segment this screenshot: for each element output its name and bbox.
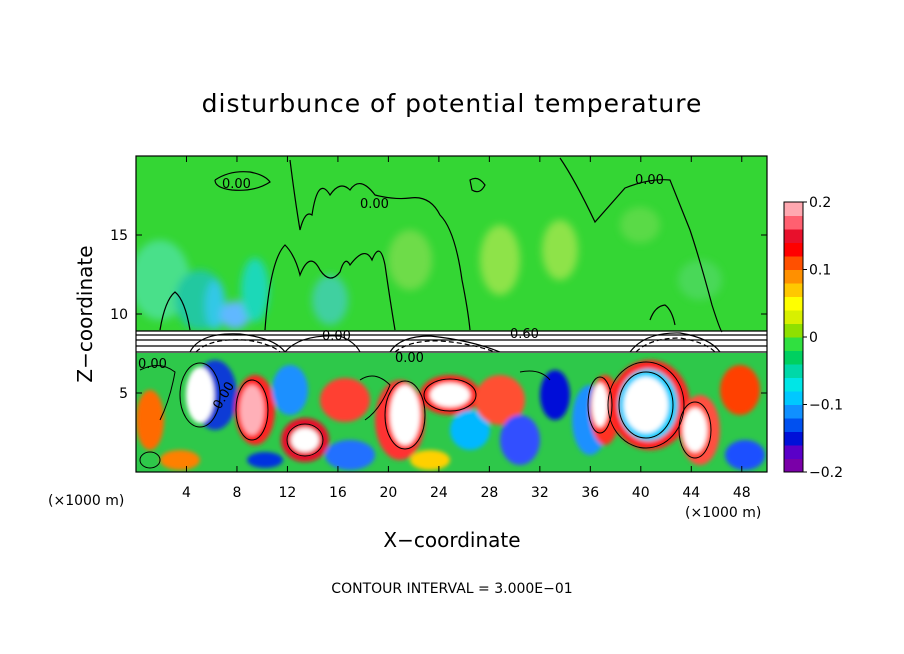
colorbar-tick-label: −0.2 (809, 465, 843, 481)
lower-contours (139, 361, 712, 469)
contour-label: 0.00 (322, 329, 351, 344)
x-tick-label: 36 (581, 485, 599, 501)
colorbar-swatch (784, 350, 803, 365)
colorbar-swatch (784, 391, 803, 405)
x-tick-label: 44 (682, 485, 700, 501)
colorbar-swatch (784, 256, 803, 270)
colorbar-swatch (784, 215, 803, 230)
x-tick-label: 24 (430, 485, 448, 501)
upper-contours (159, 157, 723, 333)
colorbar-swatch (784, 229, 803, 243)
colorbar-swatch (784, 364, 803, 378)
colorbar-swatch (784, 418, 803, 432)
chart-title: disturbunce of potential temperature (202, 89, 703, 118)
colorbar-tick-label: 0.1 (809, 263, 831, 279)
upper-blobs (136, 207, 722, 330)
x-tick-label: 4 (182, 485, 191, 501)
contour-label: 0.00 (222, 177, 251, 192)
contour-label: 0.60 (510, 327, 539, 342)
y-tick-label: 15 (110, 228, 128, 244)
lower-blobs (136, 360, 765, 470)
colorbar-frame (783, 201, 804, 473)
colorbar-swatch (784, 242, 803, 257)
x-tick-label: 28 (480, 485, 498, 501)
colorbar-swatch (784, 377, 803, 392)
colorbar-swatch (784, 310, 803, 324)
plot-area: 0.00 0.00 0.00 0.60 0.00 0.00 0.00 0.00 (136, 156, 767, 472)
contour-label: 0.00 (395, 351, 424, 366)
contour-label: 0.00 (360, 197, 389, 212)
colorbar-swatch (784, 458, 803, 473)
x-unit-right: (×1000 m) (685, 505, 761, 521)
contour-labels: 0.00 0.00 0.00 0.60 0.00 0.00 0.00 0.00 (138, 173, 664, 412)
contour-label: 0.00 (635, 173, 664, 188)
y-axis: 5 10 15 (110, 228, 767, 402)
x-unit-left: (×1000 m) (48, 493, 124, 509)
colorbar-tick-label: 0 (809, 330, 818, 346)
x-axis-label: X−coordinate (383, 528, 520, 552)
x-tick-label: 20 (379, 485, 397, 501)
colorbar-swatch (784, 337, 803, 351)
colorbar-swatch (784, 296, 803, 311)
y-tick-label: 10 (110, 307, 128, 323)
y-tick-label: 5 (119, 386, 128, 402)
boundary-lines (136, 330, 767, 353)
colorbar-swatch (784, 445, 803, 459)
colorbar-swatch (784, 323, 803, 338)
x-tick-label: 48 (733, 485, 751, 501)
x-tick-label: 16 (329, 485, 347, 501)
x-tick-label: 8 (232, 485, 241, 501)
contour-label: 0.00 (138, 357, 167, 372)
x-axis: 4 8 12 16 20 24 28 32 36 40 44 48 (182, 156, 751, 501)
contour-interval-note: CONTOUR INTERVAL = 3.000E−01 (331, 581, 572, 597)
colorbar-swatch (784, 431, 803, 446)
colorbar: −0.2 −0.1 0 0.1 0.2 (784, 195, 843, 481)
x-tick-label: 40 (632, 485, 650, 501)
y-axis-label: Z−coordinate (73, 245, 97, 382)
colorbar-tick-label: −0.1 (809, 398, 843, 414)
colorbar-swatch (784, 283, 803, 297)
boundary-bumps (190, 332, 720, 352)
colorbar-swatch (784, 269, 803, 284)
x-tick-label: 32 (531, 485, 549, 501)
colorbar-swatch (784, 404, 803, 419)
colorbar-swatch (784, 202, 803, 216)
colorbar-tick-label: 0.2 (809, 195, 831, 211)
x-tick-label: 12 (279, 485, 297, 501)
